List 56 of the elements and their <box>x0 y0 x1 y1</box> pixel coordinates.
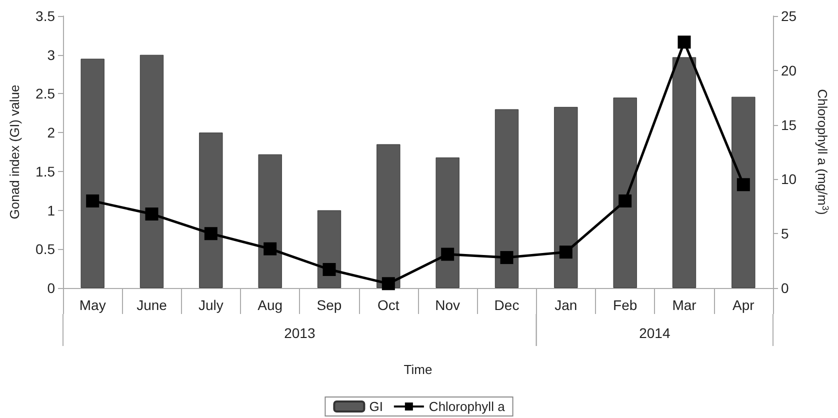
x-tick-label: Aug <box>258 297 283 313</box>
y-tick-label: 2.5 <box>36 86 56 102</box>
text: 2013 <box>284 325 316 341</box>
y-tick-label: 2 <box>47 124 56 141</box>
bar <box>80 58 104 288</box>
x-tick-label: Sep <box>316 297 342 313</box>
y-tick-label: 0 <box>47 280 56 296</box>
bar <box>436 157 460 288</box>
point <box>322 263 336 276</box>
point <box>559 246 572 259</box>
y-tick-label: 3 <box>47 46 56 63</box>
point <box>264 242 277 256</box>
point <box>382 277 395 290</box>
y2-tick-label: 15 <box>781 116 797 133</box>
y-axis-title: Gonad index (GI) value <box>7 84 22 220</box>
y-tick-label: 3.5 <box>36 8 56 24</box>
x-tick-label: May <box>79 297 106 313</box>
x-tick-label: Oct <box>378 297 400 313</box>
y2-tick-label: 25 <box>781 8 797 24</box>
bar <box>672 57 696 288</box>
y2-axis-title: Chlorophyll a (mg/m3) <box>815 89 830 215</box>
bar <box>613 98 637 288</box>
point <box>500 251 514 264</box>
x-tick-label: Feb <box>613 297 638 313</box>
x-tick-label: Mar <box>672 297 697 313</box>
point <box>204 227 218 240</box>
x-tick-label: Dec <box>494 297 520 313</box>
point <box>678 36 691 49</box>
y2-tick-label: 5 <box>781 226 789 242</box>
bar <box>199 132 223 288</box>
y-tick-label: 1.5 <box>36 163 56 180</box>
x-axis-title: Time <box>404 362 432 377</box>
bar <box>258 154 282 288</box>
y-tick-label: 1 <box>47 202 56 218</box>
point <box>736 178 750 192</box>
x-tick-label: July <box>198 297 224 313</box>
x-tick-label: Apr <box>732 297 755 313</box>
point <box>145 208 158 221</box>
bar <box>376 144 400 288</box>
y-tick-label: 0.5 <box>36 241 56 258</box>
text: 2014 <box>639 325 670 341</box>
x-tick-label: June <box>136 297 168 313</box>
bar <box>732 96 756 288</box>
legend-label: Chlorophyll a <box>428 399 506 414</box>
point <box>618 194 632 208</box>
point <box>86 194 100 208</box>
y2-tick-label: 10 <box>781 171 797 188</box>
y2-tick-label: 0 <box>781 280 789 296</box>
legend-label: GI <box>369 399 383 414</box>
bar <box>494 109 519 288</box>
bar <box>554 106 578 288</box>
point <box>441 248 454 261</box>
x-tick-label: Jan <box>554 297 578 313</box>
x-tick-label: Nov <box>435 297 460 313</box>
y2-tick-label: 20 <box>781 62 797 78</box>
bar <box>140 54 164 288</box>
